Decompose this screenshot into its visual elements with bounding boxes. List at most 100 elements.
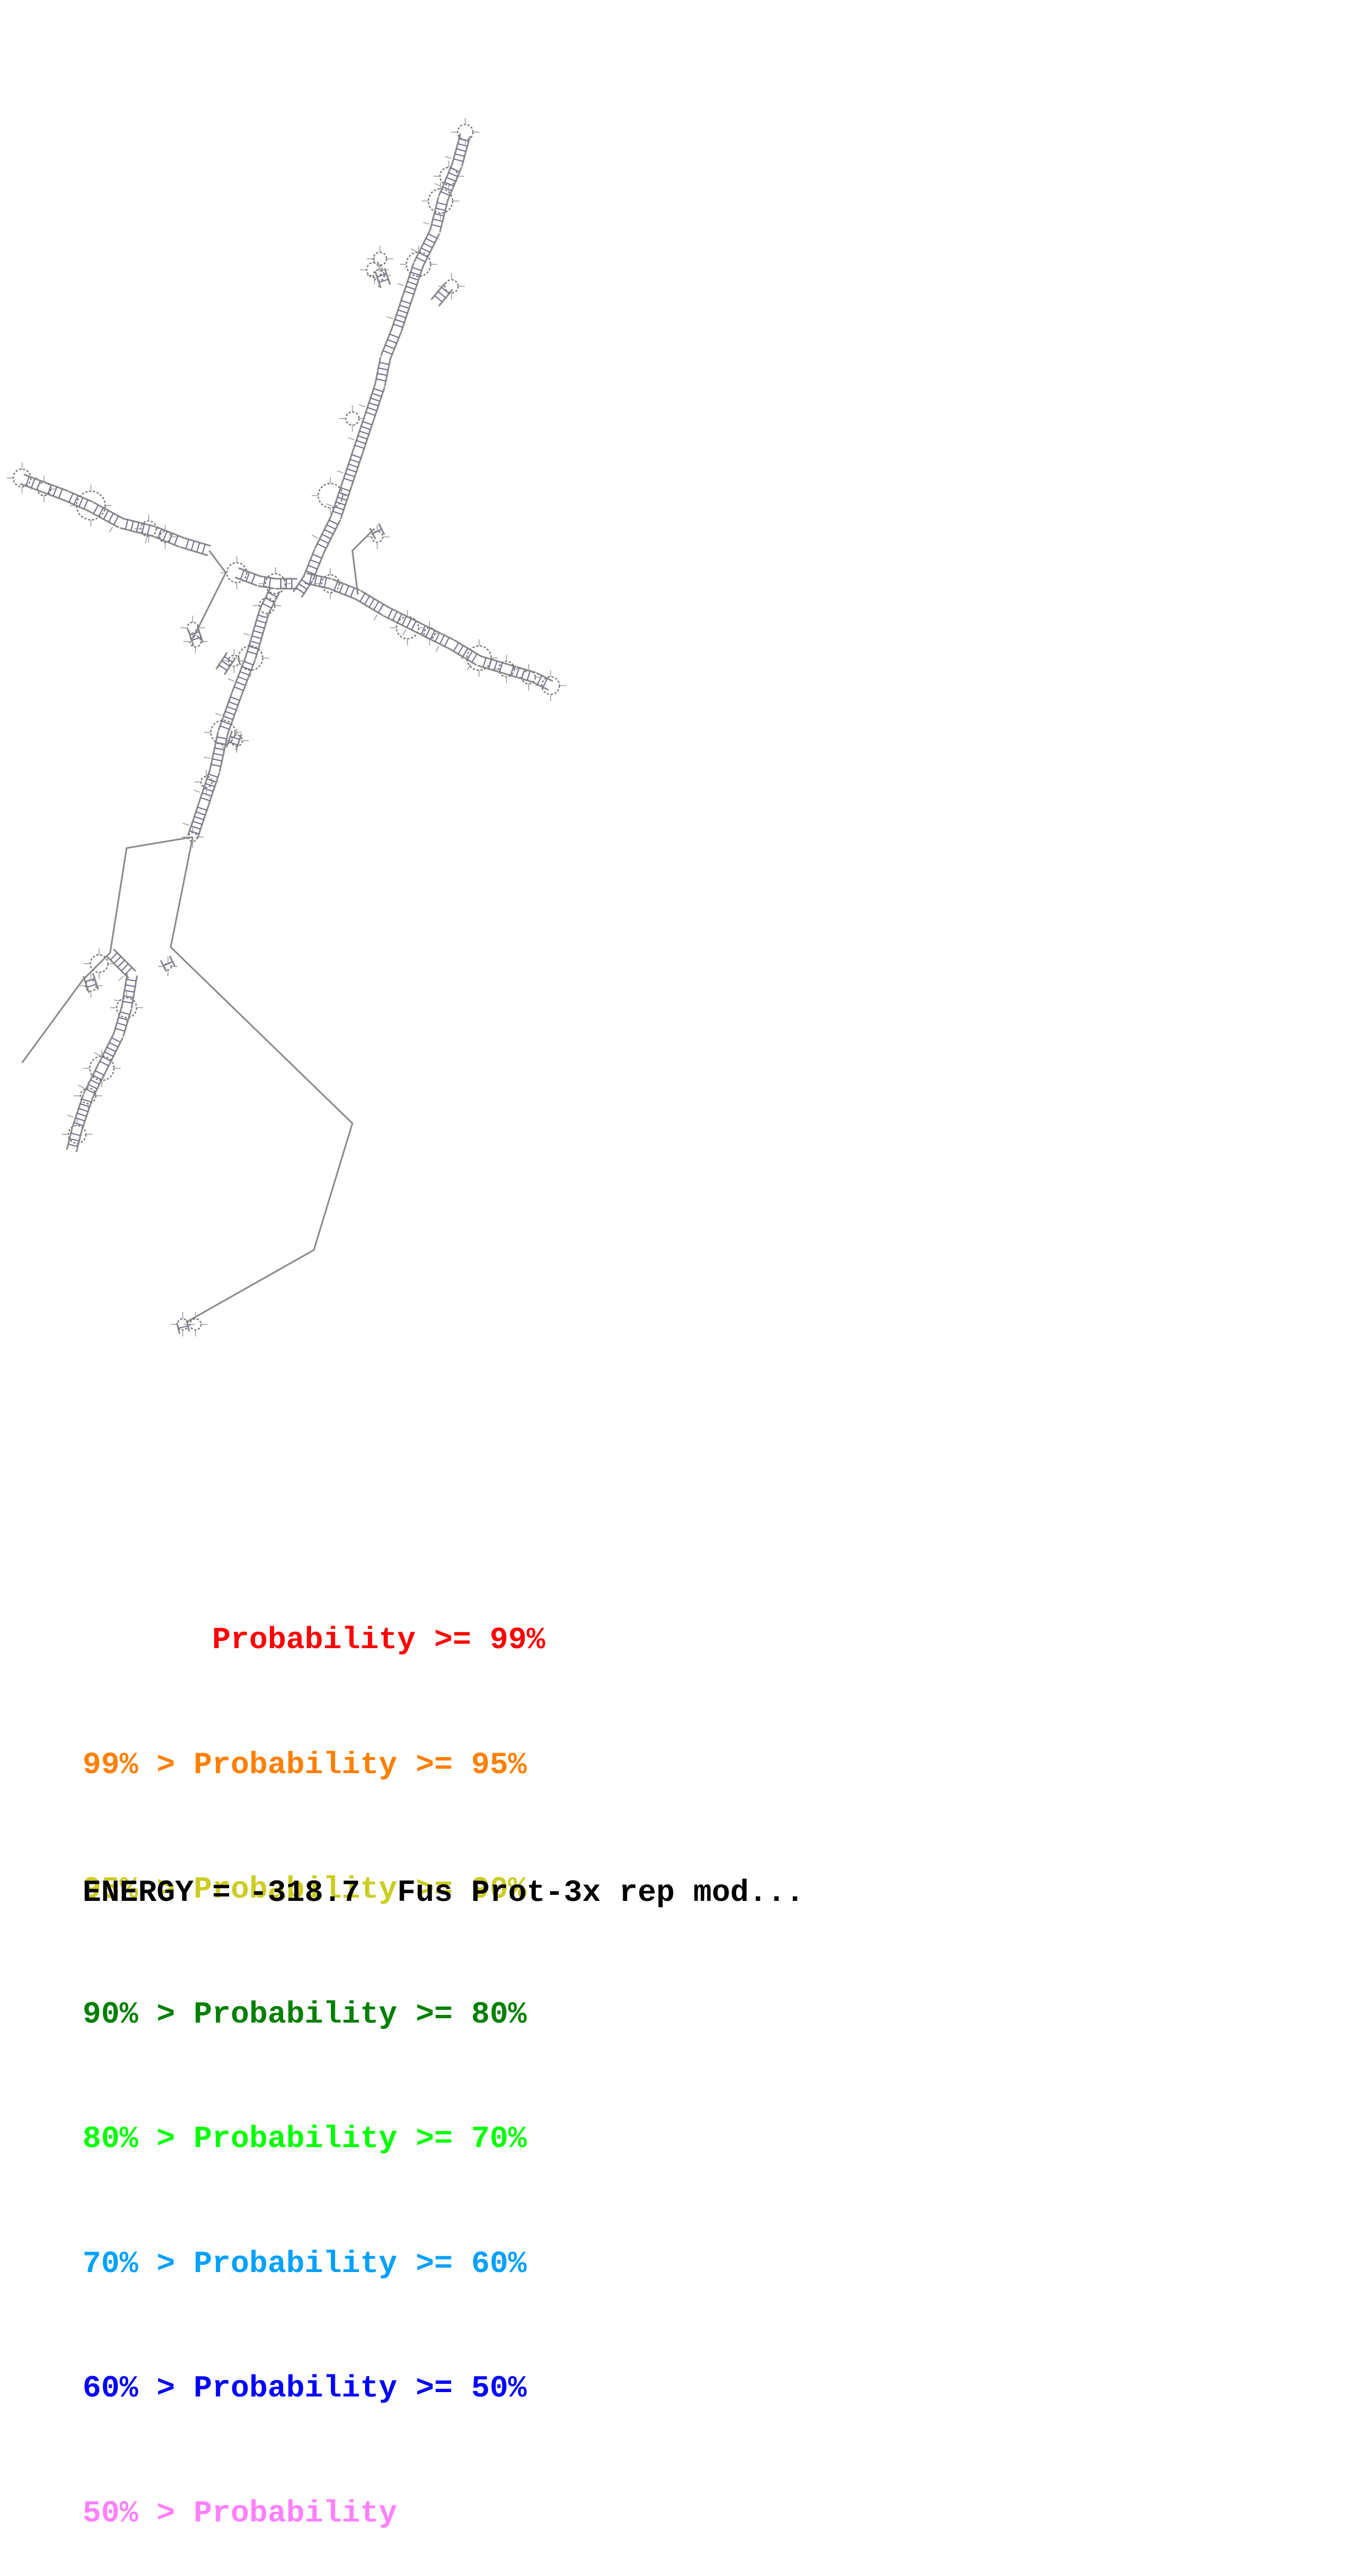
base-pair (377, 273, 387, 278)
base-pair (466, 650, 473, 660)
legend-prefix: 95% > (83, 1872, 194, 1907)
legend-prefix: 80% > (83, 2121, 194, 2156)
stem-strand (477, 665, 505, 675)
stem-strand (330, 482, 343, 517)
base-pair (189, 631, 200, 635)
base-pair (453, 158, 464, 162)
base-pair (228, 741, 238, 746)
base-pair (312, 553, 322, 559)
base-pair (226, 706, 237, 711)
stem-strand (389, 331, 402, 360)
base-pair (85, 978, 95, 982)
stem-strand (92, 972, 99, 990)
base-pair (163, 961, 173, 966)
position-tick (113, 999, 121, 1002)
base-pair (404, 290, 414, 295)
legend-label: Probability >= 50% (193, 2371, 527, 2406)
stem-strand (180, 546, 208, 557)
base-pair (378, 604, 384, 613)
base-pair (378, 367, 389, 371)
base-pair (406, 618, 412, 628)
base-pair (521, 669, 525, 679)
stem-strand (187, 802, 200, 836)
base-pair (421, 247, 431, 253)
legend-entry-80: 90% > Probability >= 80% (83, 1994, 545, 2036)
base-pair (124, 967, 133, 975)
base-pair (453, 642, 459, 652)
base-pair (359, 593, 366, 602)
base-pair (333, 510, 342, 515)
base-pair (434, 213, 444, 217)
stem-strand (23, 474, 46, 483)
stem-strand (351, 453, 363, 487)
base-pair (350, 588, 355, 597)
legend-label: Probability >= 90% (193, 1872, 527, 1907)
base-pair (230, 736, 240, 740)
base-pair (345, 473, 355, 477)
base-pair (192, 820, 203, 825)
base-pair (200, 797, 210, 802)
base-pair (69, 1138, 79, 1142)
base-pair (364, 595, 371, 605)
base-pair (233, 686, 244, 691)
base-pair (173, 535, 179, 545)
base-pair (195, 811, 206, 816)
base-pair (262, 603, 272, 608)
base-pair (211, 764, 221, 767)
base-pair (458, 143, 467, 147)
base-pair (335, 501, 346, 506)
base-pair (78, 497, 84, 507)
base-pair (110, 952, 118, 960)
base-pair (471, 653, 478, 663)
legend-entry-70: 80% > Probability >= 70% (83, 2118, 545, 2160)
stem-strand (416, 631, 450, 650)
base-pair (263, 577, 266, 587)
base-pair (542, 678, 548, 688)
base-pair (385, 344, 395, 350)
tick-layer (7, 118, 566, 1336)
base-pair (197, 806, 207, 811)
stem-strand (373, 387, 385, 421)
position-tick (467, 664, 471, 670)
base-pair (93, 1074, 102, 1080)
base-pair (368, 402, 379, 407)
base-pair (396, 314, 406, 319)
base-pair (205, 782, 215, 787)
loop (372, 251, 388, 267)
base-pair (268, 578, 271, 588)
base-pair (99, 1061, 109, 1067)
stem-strand (422, 233, 441, 267)
loop (186, 621, 199, 634)
base-pair (247, 651, 257, 655)
position-tick (67, 1115, 74, 1118)
stem-strand (341, 449, 354, 483)
base-pair (103, 510, 109, 520)
base-pair (124, 990, 135, 993)
base-pair (367, 407, 377, 411)
base-pair (334, 506, 344, 510)
base-pair (396, 613, 403, 623)
legend-label: Probability >= 95% (193, 1747, 527, 1782)
stem-strand (231, 656, 247, 693)
base-pair (251, 574, 256, 584)
position-tick (145, 536, 148, 544)
base-pair (130, 521, 134, 531)
base-pair (215, 742, 226, 745)
base-pair (306, 570, 316, 575)
base-pair (319, 538, 329, 544)
base-pair (108, 1042, 118, 1048)
base-pair (196, 542, 200, 552)
stem-strand (438, 162, 454, 197)
stem-strand (152, 535, 181, 548)
base-pair (223, 715, 233, 720)
base-pair (351, 454, 361, 459)
base-pair (434, 632, 441, 642)
loop (89, 1055, 115, 1082)
base-pair (162, 531, 168, 541)
base-pair (230, 696, 240, 701)
stem-strand (209, 731, 219, 770)
single-strand (170, 836, 354, 1323)
base-pair (412, 267, 422, 271)
base-pair (444, 637, 450, 647)
stem-strand (374, 271, 382, 289)
